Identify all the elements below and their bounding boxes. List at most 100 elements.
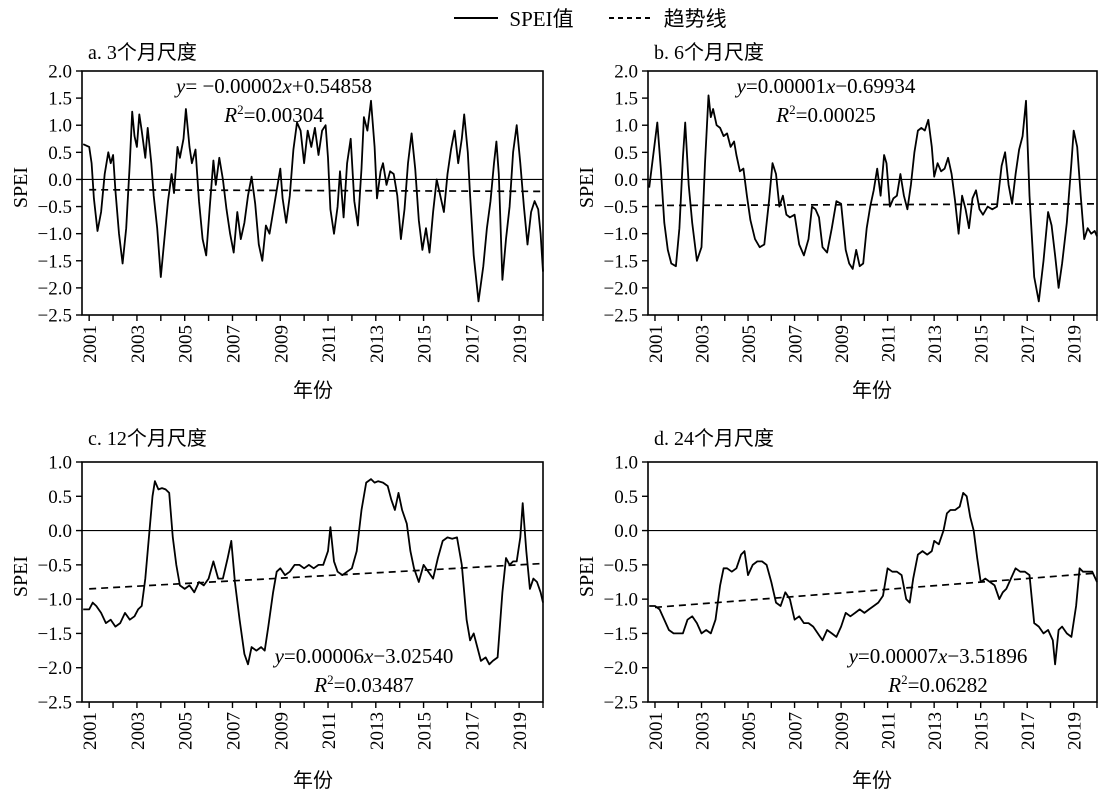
- panel-c-r2-line: R2=0.03487: [314, 672, 414, 697]
- svg-text:1.0: 1.0: [614, 116, 638, 137]
- svg-text:2019: 2019: [1065, 712, 1086, 750]
- svg-text:2001: 2001: [80, 325, 101, 363]
- solid-line-icon: [454, 17, 499, 19]
- svg-text:2019: 2019: [1065, 325, 1086, 363]
- svg-text:2005: 2005: [176, 712, 197, 750]
- svg-text:1.0: 1.0: [48, 116, 72, 137]
- svg-text:2015: 2015: [415, 325, 436, 363]
- svg-text:2003: 2003: [693, 325, 714, 363]
- panel-b-r2-line: R2=0.00025: [776, 102, 876, 127]
- svg-text:2017: 2017: [1018, 712, 1039, 750]
- svg-text:2001: 2001: [80, 712, 101, 750]
- svg-text:2013: 2013: [367, 325, 388, 363]
- panel-a-equation-line: y= −0.00002x+0.54858: [176, 74, 372, 98]
- spei-6month-chart: 2.0 1.5 1.0 0.5 0.0 −0.5 −1.0 −1.5 −2.0 −2.5 2001 2…: [604, 62, 1098, 363]
- svg-text:−1.0: −1.0: [38, 224, 72, 245]
- svg-text:2009: 2009: [832, 325, 853, 363]
- svg-text:1.5: 1.5: [614, 89, 638, 110]
- svg-text:2001: 2001: [646, 712, 667, 750]
- svg-text:0.0: 0.0: [614, 521, 638, 542]
- svg-text:2019: 2019: [510, 712, 531, 750]
- panel-d-equation-line: y=0.00007x−3.51896: [848, 644, 1028, 668]
- svg-text:−2.5: −2.5: [604, 693, 638, 714]
- svg-text:−1.0: −1.0: [38, 590, 72, 611]
- svg-text:2015: 2015: [415, 712, 436, 750]
- panel-c-equation: y=0.00006x−3.02540 R2=0.03487: [275, 644, 454, 697]
- spei-24month-chart: 1.0 0.5 0.0 −0.5 −1.0 −1.5 −2.0 −2.5 2001 2003 200…: [604, 453, 1098, 750]
- panel-b-xlabel: 年份: [852, 380, 892, 402]
- panel-c-equation-line: y=0.00006x−3.02540: [274, 644, 454, 668]
- svg-text:2013: 2013: [925, 712, 946, 750]
- panel-b-equation: y=0.00001x−0.69934 R2=0.00025: [737, 74, 916, 127]
- svg-text:2015: 2015: [972, 712, 993, 750]
- svg-text:−1.0: −1.0: [604, 224, 638, 245]
- panel-a-xlabel: 年份: [293, 380, 333, 402]
- svg-text:2003: 2003: [693, 712, 714, 750]
- dashed-line-icon: [608, 17, 653, 19]
- legend: SPEI值 趋势线: [0, 3, 1100, 33]
- svg-text:2013: 2013: [925, 325, 946, 363]
- svg-text:−1.5: −1.5: [604, 251, 638, 272]
- svg-text:2007: 2007: [786, 712, 807, 750]
- svg-text:2009: 2009: [271, 325, 292, 363]
- svg-text:2017: 2017: [462, 325, 483, 363]
- svg-text:2007: 2007: [223, 712, 244, 750]
- svg-text:−2.0: −2.0: [38, 278, 72, 299]
- svg-text:−0.5: −0.5: [38, 555, 72, 576]
- svg-text:0.0: 0.0: [48, 170, 72, 191]
- svg-text:−2.5: −2.5: [38, 306, 72, 327]
- svg-text:0.5: 0.5: [614, 487, 638, 508]
- panel-d-xlabel: 年份: [852, 770, 892, 792]
- svg-text:0.0: 0.0: [614, 170, 638, 191]
- svg-text:−2.0: −2.0: [38, 658, 72, 679]
- spei-12month-chart: 1.0 0.5 0.0 −0.5 −1.0 −1.5 −2.0 −2.5 2001 2003 200…: [38, 453, 544, 750]
- svg-text:2011: 2011: [879, 712, 900, 749]
- svg-text:−0.5: −0.5: [604, 555, 638, 576]
- svg-text:−1.5: −1.5: [38, 624, 72, 645]
- svg-text:0.5: 0.5: [614, 143, 638, 164]
- panel-a-title: a. 3个月尺度: [88, 42, 197, 64]
- panel-c-title: c. 12个月尺度: [88, 428, 207, 450]
- svg-text:1.0: 1.0: [614, 453, 638, 474]
- svg-text:2.0: 2.0: [48, 62, 72, 83]
- panel-a-r2-line: R2=0.00304: [224, 102, 324, 127]
- spei-3month-chart: 2.0 1.5 1.0 0.5 0.0 −0.5 −1.0 −1.5 −2.0 −2.5 2001 2…: [38, 62, 544, 363]
- svg-text:2007: 2007: [223, 325, 244, 363]
- svg-text:2011: 2011: [319, 325, 340, 362]
- legend-spei-item: SPEI值: [453, 3, 574, 33]
- svg-text:−2.5: −2.5: [38, 693, 72, 714]
- legend-trend-item: 趋势线: [608, 3, 727, 33]
- svg-text:1.0: 1.0: [48, 453, 72, 474]
- panel-c-xlabel: 年份: [293, 770, 333, 792]
- svg-text:2001: 2001: [646, 325, 667, 363]
- svg-text:−1.5: −1.5: [604, 624, 638, 645]
- svg-text:2003: 2003: [128, 325, 149, 363]
- svg-text:−0.5: −0.5: [38, 197, 72, 218]
- svg-text:2011: 2011: [319, 712, 340, 749]
- svg-text:2009: 2009: [271, 712, 292, 750]
- panel-d-title: d. 24个月尺度: [654, 428, 774, 450]
- svg-text:2.0: 2.0: [614, 62, 638, 83]
- svg-text:0.5: 0.5: [48, 143, 72, 164]
- svg-text:1.5: 1.5: [48, 89, 72, 110]
- svg-text:0.5: 0.5: [48, 487, 72, 508]
- svg-text:2013: 2013: [367, 712, 388, 750]
- panel-b-title: b. 6个月尺度: [654, 42, 764, 64]
- panel-d-r2-line: R2=0.06282: [888, 672, 988, 697]
- svg-text:2003: 2003: [128, 712, 149, 750]
- svg-text:2015: 2015: [972, 325, 993, 363]
- svg-text:−0.5: −0.5: [604, 197, 638, 218]
- svg-text:2011: 2011: [879, 325, 900, 362]
- svg-text:−1.0: −1.0: [604, 590, 638, 611]
- panel-a-equation: y= −0.00002x+0.54858 R2=0.00304: [176, 74, 372, 127]
- svg-text:−1.5: −1.5: [38, 251, 72, 272]
- svg-text:2017: 2017: [1018, 325, 1039, 363]
- svg-text:2005: 2005: [176, 325, 197, 363]
- svg-text:2007: 2007: [786, 325, 807, 363]
- svg-text:0.0: 0.0: [48, 521, 72, 542]
- panel-b-equation-line: y=0.00001x−0.69934: [736, 74, 916, 98]
- svg-text:2017: 2017: [462, 712, 483, 750]
- svg-text:2005: 2005: [739, 712, 760, 750]
- svg-text:2019: 2019: [510, 325, 531, 363]
